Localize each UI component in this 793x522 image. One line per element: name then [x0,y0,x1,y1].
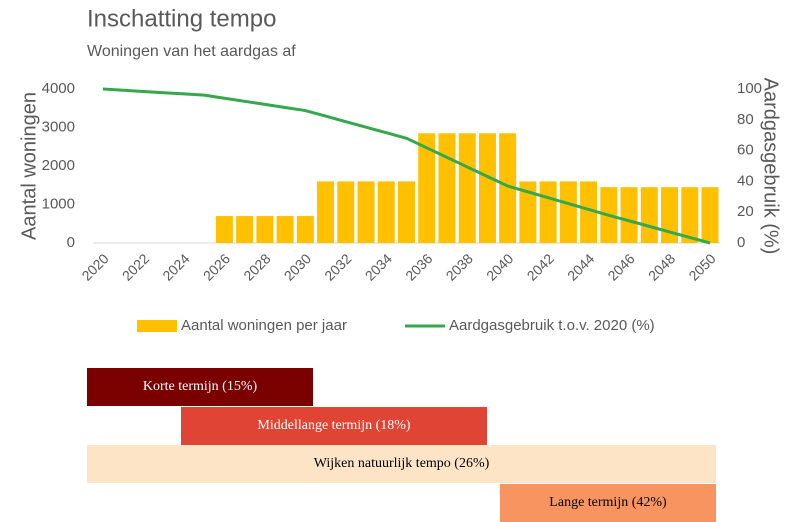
y-axis-title: Aantal woningen [18,92,40,240]
x-tick-label: 2048 [645,250,678,283]
bar [580,181,598,243]
bar [236,216,254,243]
x-tick-label: 2032 [321,250,354,283]
x-tick-label: 2044 [564,250,597,283]
bar [478,133,496,243]
y2-tick-label: 20 [737,203,754,220]
x-tick-label: 2024 [159,250,192,283]
bar [438,133,456,243]
bar [418,133,436,243]
bar [519,181,537,243]
bar [337,181,355,243]
x-tick-label: 2022 [119,250,152,283]
x-tick-label: 2040 [483,250,516,283]
bar [357,181,375,243]
bar [681,187,699,243]
bar [701,187,719,243]
x-tick-label: 2050 [685,250,718,283]
y2-axis-title: Aardgasgebruik (%) [760,78,782,255]
y-tick-label: 1000 [42,195,75,212]
x-tick-label: 2042 [524,250,557,283]
x-tick-label: 2034 [362,250,395,283]
y2-tick-label: 40 [737,172,754,189]
chart-subtitle: Woningen van het aardgas af [87,43,296,60]
legend-label: Aardgasgebruik t.o.v. 2020 (%) [449,317,655,334]
bar [377,181,395,243]
bar [317,181,335,243]
legend-label: Aantal woningen per jaar [181,317,347,334]
y-tick-label: 4000 [42,80,75,97]
x-tick-label: 2038 [443,250,476,283]
bar [276,216,294,243]
bar [256,216,274,243]
x-tick-label: 2036 [402,250,435,283]
bar [559,181,577,243]
bar [620,187,638,243]
y2-tick-label: 0 [737,234,745,251]
chart: Inschatting tempo Woningen van het aardg… [18,5,782,334]
bar [499,133,517,243]
bar [458,133,476,243]
x-tick-label: 2028 [240,250,273,283]
bar [398,181,415,243]
x-tick-label: 2046 [604,250,637,283]
y2-tick-label: 80 [737,111,754,128]
timeline-band: Middellange termijn (18%) [181,407,487,445]
bar [661,187,679,243]
timeline-band: Korte termijn (15%) [87,368,313,406]
bar [215,216,233,243]
bar [539,181,557,243]
chart-title: Inschatting tempo [87,5,276,32]
timeline-band: Wijken natuurlijk tempo (26%) [87,445,716,483]
x-tick-label: 2026 [200,250,233,283]
y-tick-label: 0 [67,234,75,251]
bar [296,216,314,243]
line [102,87,711,245]
legend-swatch [137,320,177,332]
y-tick-label: 3000 [42,118,75,135]
x-tick-label: 2020 [78,250,111,283]
y2-tick-label: 100 [737,80,762,97]
bar [640,187,658,243]
x-tick-label: 2030 [281,250,314,283]
y2-tick-label: 60 [737,142,754,159]
y-tick-label: 2000 [42,157,75,174]
timeline-band: Lange termijn (42%) [500,484,716,522]
